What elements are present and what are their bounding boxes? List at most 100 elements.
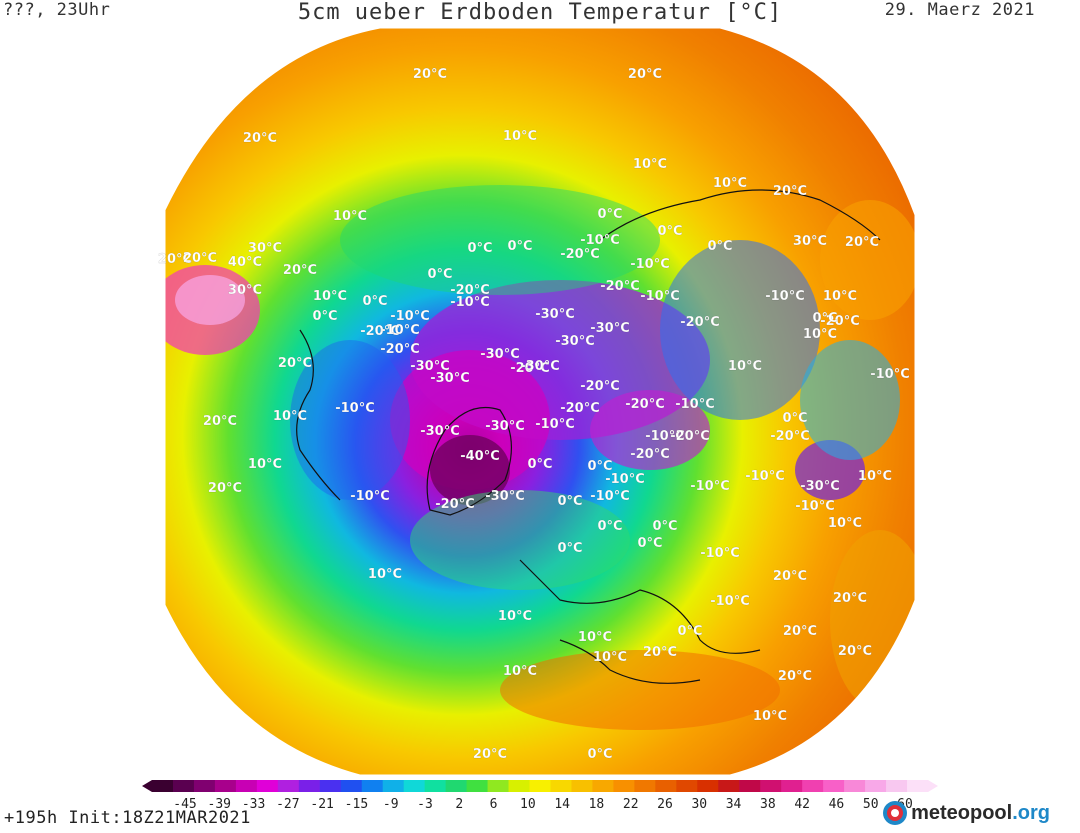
isotherm-label: -20°C <box>510 361 550 376</box>
legend-tick-label: 10 <box>520 797 536 812</box>
isotherm-label: 10°C <box>828 516 862 531</box>
isotherm-label: 0°C <box>652 519 677 534</box>
legend-color-swatch <box>886 780 908 792</box>
isotherm-label: 10°C <box>503 129 537 144</box>
legend-tick-label: -39 <box>208 797 231 812</box>
legend-tick-label: -21 <box>310 797 333 812</box>
legend-tick-label: -33 <box>242 797 265 812</box>
isotherm-label: 10°C <box>503 664 537 679</box>
legend-color-swatch <box>298 780 321 792</box>
isotherm-label: 0°C <box>812 311 837 326</box>
isotherm-label: 0°C <box>507 239 532 254</box>
isotherm-label: 10°C <box>248 457 282 472</box>
legend-tick-label: -15 <box>345 797 368 812</box>
isotherm-label: 0°C <box>527 457 552 472</box>
isotherm-label: 20°C <box>283 263 317 278</box>
isotherm-label: -30°C <box>420 424 460 439</box>
isotherm-label: 10°C <box>728 359 762 374</box>
isotherm-label: -10°C <box>335 401 375 416</box>
isotherm-label: -10°C <box>640 289 680 304</box>
isotherm-label: 10°C <box>803 327 837 342</box>
legend-color-swatch <box>760 780 782 792</box>
legend-color-swatch <box>571 780 593 792</box>
legend-tick-label: 14 <box>554 797 570 812</box>
isotherm-label: -10°C <box>450 295 490 310</box>
isotherm-label: 20°C <box>278 356 312 371</box>
legend-color-swatch <box>739 780 761 792</box>
isotherm-label: -20°C <box>560 247 600 262</box>
legend-color-swatch <box>382 780 405 792</box>
isotherm-label: -20°C <box>580 379 620 394</box>
isotherm-label: -20°C <box>450 283 490 298</box>
forecast-run-info: +195h Init:18Z21MAR2021 <box>4 808 251 828</box>
isotherm-label: -30°C <box>535 307 575 322</box>
isotherm-label: 20°C <box>473 747 507 762</box>
isotherm-label: 10°C <box>633 157 667 172</box>
map-title: 5cm ueber Erdboden Temperatur [°C] <box>297 0 783 25</box>
legend-color-swatch <box>634 780 656 792</box>
legend-color-swatch <box>361 780 384 792</box>
temperature-map: 20°C 20°C20°C 10°C10°C10°C20°C20°C20°C30°C… <box>158 27 916 775</box>
isotherm-label: -10°C <box>590 489 630 504</box>
isotherm-label: 0°C <box>707 239 732 254</box>
isotherm-label: -10°C <box>765 289 805 304</box>
legend-tick-label: 2 <box>455 797 463 812</box>
isotherm-label: -10°C <box>795 499 835 514</box>
isotherm-label: 0°C <box>312 309 337 324</box>
isotherm-label: 0°C <box>677 624 702 639</box>
legend-tick-label: 50 <box>863 797 879 812</box>
legend-min-arrow <box>142 780 152 792</box>
isotherm-label: 20°C <box>243 131 277 146</box>
meteopool-logo-icon <box>883 801 908 825</box>
legend-tick-label: 46 <box>829 797 845 812</box>
isotherm-label: 10°C <box>593 650 627 665</box>
legend-tick-label: -45 <box>173 797 196 812</box>
isotherm-label: -20°C <box>670 429 710 444</box>
isotherm-label: 40°C <box>228 255 262 270</box>
isotherm-label: -10°C <box>645 429 685 444</box>
isotherm-label: -10°C <box>675 397 715 412</box>
isotherm-label: 30°C <box>248 241 282 256</box>
isotherm-label: 20°C <box>413 67 447 82</box>
isotherm-label: -40°C <box>460 449 500 464</box>
isotherm-label: -10°C <box>535 417 575 432</box>
isotherm-label: -20°C <box>680 315 720 330</box>
legend-color-swatch <box>424 780 447 792</box>
isotherm-label: -30°C <box>555 334 595 349</box>
isotherm-label: 20°C <box>158 252 192 267</box>
isotherm-label: -20°C <box>380 342 420 357</box>
isotherm-label: 10°C <box>498 609 532 624</box>
isotherm-label: -20°C <box>600 279 640 294</box>
isotherm-label: -10°C <box>630 257 670 272</box>
isotherm-labels: 20°C 20°C20°C 10°C10°C10°C20°C20°C20°C30°C… <box>158 67 910 762</box>
legend-color-swatch <box>529 780 551 792</box>
legend-color-swatch <box>193 780 216 792</box>
isotherm-label: 20°C <box>628 67 662 82</box>
isotherm-label: 10°C <box>753 709 787 724</box>
meteopool-logo[interactable]: meteopool .org <box>882 800 1050 826</box>
isotherm-label: -10°C <box>700 546 740 561</box>
legend-tick-label: 6 <box>490 797 498 812</box>
header-left-label: ???, 23Uhr <box>3 0 111 20</box>
legend-tick-label: 42 <box>794 797 810 812</box>
legend-color-swatch <box>466 780 489 792</box>
legend-tick-label: -9 <box>383 797 399 812</box>
legend-color-swatch <box>655 780 677 792</box>
isotherm-label: -10°C <box>580 233 620 248</box>
isotherm-label: -10°C <box>690 479 730 494</box>
legend-color-swatch <box>781 780 803 792</box>
isotherm-label: 0°C <box>597 207 622 222</box>
isotherm-label: 10°C <box>273 409 307 424</box>
isotherm-label: 10°C <box>313 289 347 304</box>
legend-tick-labels: -45 -39 -33 -27 -21 -15 -9 -3 2 6 10 14 18 22 26 30 34 38… <box>173 797 913 812</box>
legend-color-swatch <box>718 780 740 792</box>
legend-color-swatch <box>403 780 426 792</box>
legend-tick-label: 26 <box>657 797 673 812</box>
isotherm-label: 30°C <box>228 283 262 298</box>
isotherm-label: 20°C <box>183 251 217 266</box>
legend-color-swatch <box>907 780 929 792</box>
isotherm-label: 0°C <box>557 541 582 556</box>
isotherm-label: -10°C <box>350 489 390 504</box>
brand-main-text: meteopool <box>911 801 1013 824</box>
legend-color-swatch <box>865 780 887 792</box>
